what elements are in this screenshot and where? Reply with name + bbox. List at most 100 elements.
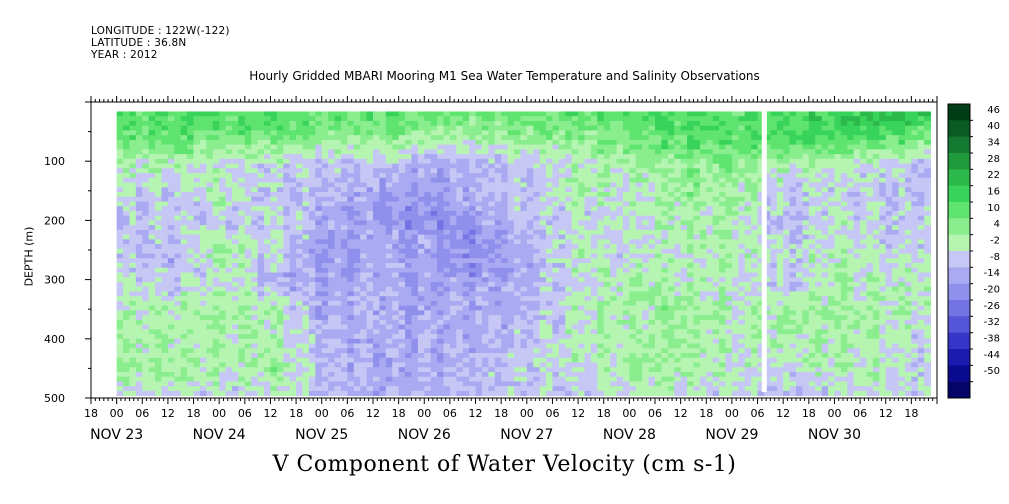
heatmap-cell — [642, 315, 649, 321]
heatmap-cell — [469, 111, 476, 117]
heatmap-cell — [340, 305, 348, 311]
heatmap-cell — [244, 286, 252, 292]
heatmap-cell — [642, 135, 649, 141]
heatmap-cell — [123, 305, 130, 311]
heatmap-cell — [590, 158, 598, 164]
heatmap-cell — [296, 286, 303, 292]
heatmap-cell — [379, 381, 387, 387]
heatmap-cell — [571, 201, 579, 207]
heatmap-cell — [257, 319, 265, 325]
heatmap-cell — [155, 206, 162, 212]
heatmap-cell — [379, 357, 387, 363]
heatmap-cell — [437, 296, 444, 302]
heatmap-cell — [411, 300, 419, 307]
heatmap-cell — [610, 130, 617, 136]
heatmap-cell — [308, 125, 316, 131]
heatmap-cell — [353, 125, 361, 131]
heatmap-cell — [148, 263, 156, 269]
heatmap-cell — [212, 120, 220, 127]
heatmap-cell — [552, 248, 560, 254]
heatmap-cell — [347, 267, 355, 273]
heatmap-cell — [469, 300, 476, 307]
heatmap-cell — [558, 371, 566, 378]
heatmap-cell — [546, 329, 553, 335]
heatmap-cell — [315, 357, 323, 363]
heatmap-cell — [244, 296, 252, 302]
heatmap-cell — [308, 390, 316, 397]
heatmap-cell — [340, 144, 348, 150]
heatmap-cell — [283, 239, 291, 245]
heatmap-cell — [276, 173, 284, 179]
heatmap-cell — [270, 381, 278, 387]
heatmap-cell — [449, 239, 457, 245]
heatmap-cell — [501, 362, 508, 368]
heatmap-cell — [373, 258, 380, 264]
heatmap-cell — [565, 296, 573, 302]
heatmap-cell — [334, 173, 342, 179]
heatmap-cell — [187, 125, 194, 131]
heatmap-cell — [481, 386, 489, 392]
heatmap-cell — [481, 353, 489, 359]
heatmap-cell — [462, 305, 470, 311]
heatmap-cell — [417, 286, 425, 292]
heatmap-cell — [456, 291, 464, 297]
heatmap-cell — [385, 277, 393, 283]
heatmap-cell — [616, 191, 624, 198]
heatmap-cell — [514, 139, 521, 146]
heatmap-cell — [315, 376, 323, 382]
heatmap-cell — [251, 386, 259, 392]
heatmap-cell — [494, 111, 502, 117]
heatmap-cell — [353, 173, 361, 179]
heatmap-cell — [526, 116, 534, 122]
heatmap-cell — [135, 267, 143, 273]
heatmap-cell — [135, 173, 143, 179]
heatmap-cell — [347, 277, 355, 283]
heatmap-cell — [539, 343, 547, 349]
heatmap-cell — [424, 348, 432, 354]
heatmap-cell — [251, 210, 259, 217]
heatmap-cell — [347, 357, 355, 363]
heatmap-cell — [123, 386, 130, 392]
heatmap-cell — [610, 182, 617, 188]
heatmap-cell — [174, 196, 182, 202]
heatmap-cell — [629, 239, 637, 245]
heatmap-cell — [424, 187, 432, 193]
heatmap-cell — [558, 390, 566, 397]
heatmap-cell — [597, 367, 605, 373]
heatmap-cell — [366, 277, 374, 283]
heatmap-cell — [635, 263, 643, 269]
heatmap-cell — [123, 234, 130, 240]
heatmap-cell — [148, 154, 156, 160]
heatmap-cell — [373, 220, 380, 226]
heatmap-cell — [526, 319, 534, 325]
heatmap-cell — [148, 173, 156, 179]
heatmap-cell — [289, 305, 297, 311]
heatmap-cell — [366, 267, 374, 273]
heatmap-cell — [590, 381, 598, 387]
heatmap-cell — [167, 154, 175, 160]
heatmap-cell — [167, 291, 175, 297]
heatmap-cell — [187, 130, 194, 136]
heatmap-cell — [148, 125, 156, 131]
heatmap-cell — [501, 367, 508, 373]
heatmap-cell — [456, 386, 464, 392]
heatmap-cell — [501, 338, 508, 344]
heatmap-cell — [481, 381, 489, 387]
heatmap-cell — [187, 357, 194, 363]
heatmap-cell — [488, 258, 496, 264]
heatmap-cell — [264, 149, 271, 155]
heatmap-cell — [603, 381, 611, 387]
heatmap-cell — [584, 244, 592, 250]
heatmap-cell — [507, 300, 515, 307]
heatmap-cell — [514, 367, 521, 373]
heatmap-cell — [405, 263, 412, 269]
heatmap-cell — [129, 154, 137, 160]
heatmap-cell — [507, 371, 515, 378]
heatmap-cell — [417, 234, 425, 240]
heatmap-cell — [552, 343, 560, 349]
heatmap-cell — [315, 291, 323, 297]
heatmap-cell — [161, 334, 169, 340]
heatmap-cell — [565, 248, 573, 254]
heatmap-cell — [302, 334, 310, 340]
heatmap-cell — [392, 286, 400, 292]
